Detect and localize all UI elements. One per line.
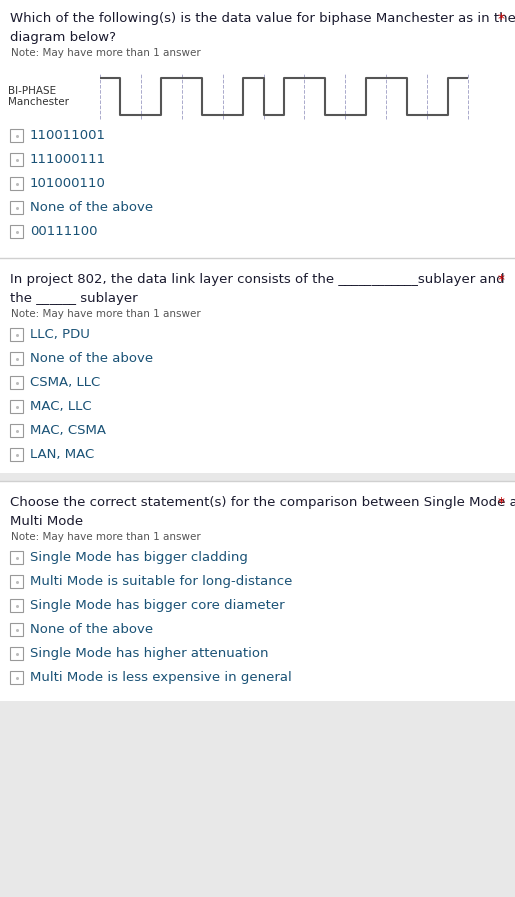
Text: *: * (498, 496, 505, 510)
Bar (0, 701, 515, 897)
Text: 101000110: 101000110 (30, 177, 106, 190)
FancyBboxPatch shape (10, 400, 23, 413)
Text: None of the above: None of the above (30, 623, 153, 636)
FancyBboxPatch shape (10, 201, 23, 214)
Text: In project 802, the data link layer consists of the ____________sublayer and: In project 802, the data link layer cons… (10, 273, 505, 286)
Text: CSMA, LLC: CSMA, LLC (30, 376, 100, 389)
Text: 110011001: 110011001 (30, 129, 106, 142)
Text: Multi Mode is suitable for long-distance: Multi Mode is suitable for long-distance (30, 575, 293, 588)
Text: *: * (498, 12, 505, 26)
Text: Note: May have more than 1 answer: Note: May have more than 1 answer (11, 309, 201, 319)
Text: None of the above: None of the above (30, 352, 153, 365)
FancyBboxPatch shape (10, 153, 23, 166)
FancyBboxPatch shape (10, 599, 23, 612)
FancyBboxPatch shape (10, 424, 23, 437)
Bar (0, 473, 515, 481)
FancyBboxPatch shape (10, 647, 23, 660)
Text: Which of the following(s) is the data value for biphase Manchester as in the: Which of the following(s) is the data va… (10, 12, 515, 25)
Text: MAC, LLC: MAC, LLC (30, 400, 92, 413)
Text: BI-PHASE
Manchester: BI-PHASE Manchester (8, 86, 69, 108)
Text: Single Mode has bigger core diameter: Single Mode has bigger core diameter (30, 599, 285, 612)
FancyBboxPatch shape (10, 376, 23, 389)
Text: MAC, CSMA: MAC, CSMA (30, 424, 106, 437)
FancyBboxPatch shape (10, 671, 23, 684)
FancyBboxPatch shape (10, 352, 23, 365)
FancyBboxPatch shape (10, 328, 23, 341)
FancyBboxPatch shape (10, 575, 23, 588)
Text: Note: May have more than 1 answer: Note: May have more than 1 answer (11, 532, 201, 542)
Text: *: * (498, 273, 505, 287)
Text: 111000111: 111000111 (30, 153, 106, 166)
Text: diagram below?: diagram below? (10, 31, 116, 44)
Text: LAN, MAC: LAN, MAC (30, 448, 94, 461)
Text: 00111100: 00111100 (30, 225, 97, 238)
Text: Multi Mode: Multi Mode (10, 515, 83, 528)
Text: the ______ sublayer: the ______ sublayer (10, 292, 138, 305)
FancyBboxPatch shape (10, 225, 23, 238)
Text: Note: May have more than 1 answer: Note: May have more than 1 answer (11, 48, 201, 58)
Text: Single Mode has bigger cladding: Single Mode has bigger cladding (30, 551, 248, 564)
Text: LLC, PDU: LLC, PDU (30, 328, 90, 341)
FancyBboxPatch shape (10, 448, 23, 461)
FancyBboxPatch shape (10, 551, 23, 564)
FancyBboxPatch shape (10, 177, 23, 190)
Text: Choose the correct statement(s) for the comparison between Single Mode and: Choose the correct statement(s) for the … (10, 496, 515, 509)
Text: None of the above: None of the above (30, 201, 153, 214)
Text: Single Mode has higher attenuation: Single Mode has higher attenuation (30, 647, 268, 660)
Text: Multi Mode is less expensive in general: Multi Mode is less expensive in general (30, 671, 292, 684)
FancyBboxPatch shape (10, 129, 23, 142)
FancyBboxPatch shape (10, 623, 23, 636)
